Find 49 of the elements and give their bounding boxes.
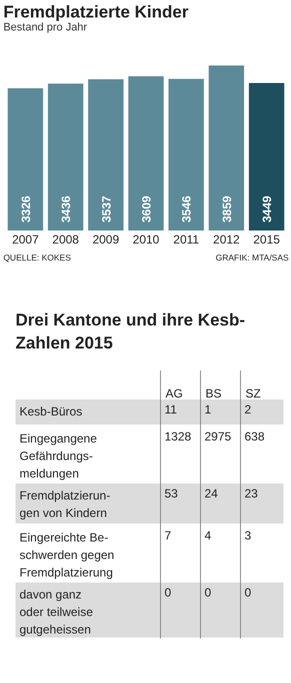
- data-label: 11: [164, 402, 178, 416]
- source-note: QUELLE: KOKES: [3, 252, 72, 262]
- bar: [248, 83, 284, 230]
- chart-subtitle: Bestand pro Jahr: [3, 22, 88, 34]
- data-label: 2975: [204, 430, 232, 444]
- bar: [128, 76, 164, 230]
- x-tick-label: 2007: [12, 232, 40, 246]
- data-label: 3449: [260, 195, 274, 222]
- x-tick-label: 2011: [173, 232, 200, 246]
- y-tick-label: Fremdplatzierun- gen von Kindern: [20, 488, 110, 520]
- data-label: 3537: [99, 195, 114, 222]
- data-label: 7: [164, 528, 172, 542]
- data-label: 3609: [140, 195, 154, 222]
- data-label: 0: [164, 586, 172, 600]
- x-tick-label: BS: [206, 386, 222, 400]
- data-label: 4: [204, 528, 212, 542]
- data-label: 23: [244, 486, 258, 500]
- text: GRAFIK: MTA/SAS: [216, 252, 290, 262]
- x-tick-label: AG: [166, 386, 183, 400]
- data-label: 0: [204, 586, 212, 600]
- x-tick-label: 2009: [92, 232, 120, 246]
- data-label: 1328: [164, 430, 192, 444]
- data-label: 24: [204, 486, 218, 500]
- data-label: 3546: [180, 195, 194, 222]
- y-tick-label: Eingegangene Gefährdungs- meldungen: [20, 432, 98, 480]
- bar: [88, 79, 124, 230]
- x-tick-label: 2015: [253, 232, 280, 246]
- y-tick-label: davon ganz oder teilweise gutgeheissen: [20, 588, 94, 636]
- chart-title: Fremdplatzierte Kinder: [3, 2, 189, 22]
- bar: [48, 84, 84, 230]
- bar: [8, 88, 44, 230]
- data-label: 2: [244, 402, 252, 416]
- data-label: 0: [244, 586, 252, 600]
- chart-title: Drei Kantone und ihre Kesb- Zahlen 2015: [16, 310, 246, 352]
- y-tick-label: Eingereichte Be- schwerden gegen Fremdplatzierung: [20, 530, 114, 580]
- data-label: 1: [204, 402, 212, 416]
- data-label: 3326: [18, 195, 33, 222]
- x-tick-label: 2008: [52, 232, 80, 246]
- data-label: 3859: [220, 195, 234, 222]
- data-label: 53: [164, 486, 178, 500]
- x-tick-label: 2012: [213, 232, 240, 246]
- y-tick-label: Kesb-Büros: [20, 404, 82, 418]
- bar: [208, 66, 244, 230]
- data-label: 3436: [59, 195, 74, 222]
- bar: [168, 78, 204, 230]
- data-label: 638: [244, 430, 265, 444]
- x-tick-label: 2010: [132, 232, 160, 246]
- data-label: 3: [244, 528, 252, 542]
- x-tick-label: SZ: [246, 386, 261, 400]
